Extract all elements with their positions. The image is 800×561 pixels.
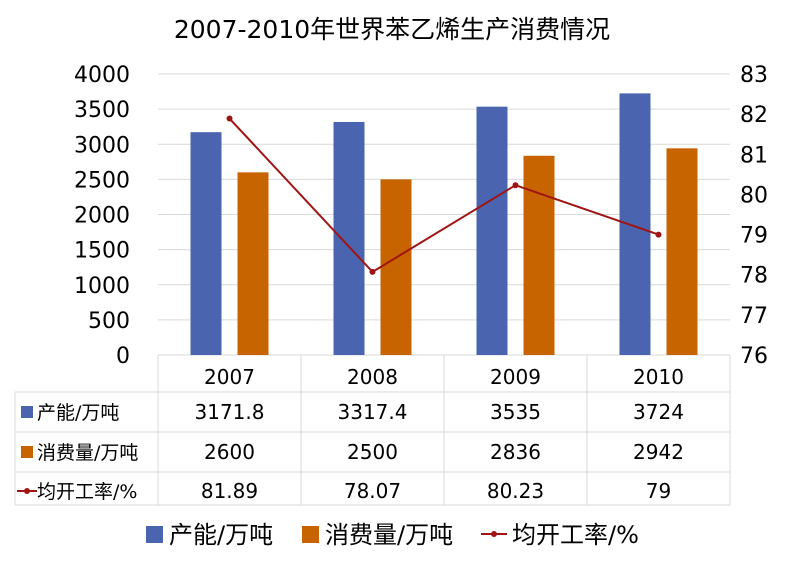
table-cell: 79 bbox=[646, 479, 671, 503]
right-axis: 76 77 78 79 80 81 82 83 bbox=[740, 63, 768, 369]
rate-point-2008 bbox=[369, 268, 376, 275]
table-cell: 3317.4 bbox=[338, 400, 408, 424]
rate-point-2010 bbox=[655, 231, 662, 238]
legend: 产能/万吨 消费量/万吨 均开工率/% bbox=[146, 521, 639, 549]
table-header-2009: 2009 bbox=[490, 365, 541, 389]
bar-consumption-2010 bbox=[666, 148, 698, 355]
table-header-2007: 2007 bbox=[204, 365, 255, 389]
table-cell: 3171.8 bbox=[195, 400, 265, 424]
bars bbox=[190, 93, 698, 355]
right-tick-label: 82 bbox=[740, 103, 768, 128]
table-key-0 bbox=[21, 406, 33, 418]
bar-capacity-2009 bbox=[476, 106, 508, 355]
table-header-2008: 2008 bbox=[347, 365, 398, 389]
right-tick-label: 83 bbox=[740, 63, 768, 88]
legend-key-1 bbox=[302, 526, 319, 543]
table-cell: 2836 bbox=[490, 440, 541, 464]
table-cell: 81.89 bbox=[201, 479, 258, 503]
table-row-label-1: 消费量/万吨 bbox=[37, 442, 138, 464]
right-tick-label: 81 bbox=[740, 143, 768, 168]
table-header-2010: 2010 bbox=[633, 365, 684, 389]
left-tick-label: 3000 bbox=[74, 133, 130, 158]
data-table: 2007 2008 2009 2010 产能/万吨 3171.8 3317.4 3535 372… bbox=[14, 365, 730, 506]
legend-label-1: 消费量/万吨 bbox=[325, 521, 453, 549]
left-tick-label: 1500 bbox=[74, 239, 130, 264]
bar-consumption-2008 bbox=[380, 179, 412, 355]
table-cell: 3724 bbox=[633, 400, 684, 424]
table-cell: 78.07 bbox=[344, 479, 401, 503]
legend-label-0: 产能/万吨 bbox=[169, 521, 273, 549]
chart-title: 2007-2010年世界苯乙烯生产消费情况 bbox=[174, 15, 610, 44]
table-cell: 2942 bbox=[633, 440, 684, 464]
legend-key-dot bbox=[491, 531, 497, 537]
legend-key-0 bbox=[146, 526, 163, 543]
bar-capacity-2007 bbox=[190, 132, 222, 355]
right-tick-label: 79 bbox=[740, 224, 768, 249]
rate-point-2007 bbox=[226, 115, 233, 122]
bar-capacity-2010 bbox=[619, 93, 651, 355]
right-tick-label: 77 bbox=[740, 304, 768, 329]
table-key-dot bbox=[24, 488, 30, 494]
left-tick-label: 3500 bbox=[74, 98, 130, 123]
bar-consumption-2007 bbox=[237, 172, 269, 355]
table-cell: 2500 bbox=[347, 440, 398, 464]
rate-point-2009 bbox=[512, 182, 519, 189]
table-cell: 80.23 bbox=[487, 479, 544, 503]
table-key-1 bbox=[21, 446, 33, 458]
left-tick-label: 500 bbox=[88, 309, 130, 334]
bar-consumption-2009 bbox=[523, 155, 555, 355]
left-axis: 0 500 1000 1500 2000 2500 3000 3500 4000 bbox=[74, 63, 130, 369]
right-tick-label: 78 bbox=[740, 264, 768, 289]
left-tick-label: 2500 bbox=[74, 168, 130, 193]
table-cell: 3535 bbox=[490, 400, 541, 424]
right-tick-label: 76 bbox=[740, 344, 768, 369]
left-tick-label: 0 bbox=[116, 344, 130, 369]
rate-line bbox=[226, 115, 662, 275]
table-row-label-0: 产能/万吨 bbox=[37, 402, 119, 424]
left-tick-label: 2000 bbox=[74, 204, 130, 229]
bar-capacity-2008 bbox=[333, 121, 365, 355]
left-tick-label: 4000 bbox=[74, 63, 130, 88]
table-cell: 2600 bbox=[204, 440, 255, 464]
left-tick-label: 1000 bbox=[74, 274, 130, 299]
right-tick-label: 80 bbox=[740, 183, 768, 208]
legend-label-2: 均开工率/% bbox=[512, 521, 639, 549]
table-row-label-2: 均开工率/% bbox=[37, 481, 137, 503]
rate-line-path bbox=[228, 117, 659, 274]
